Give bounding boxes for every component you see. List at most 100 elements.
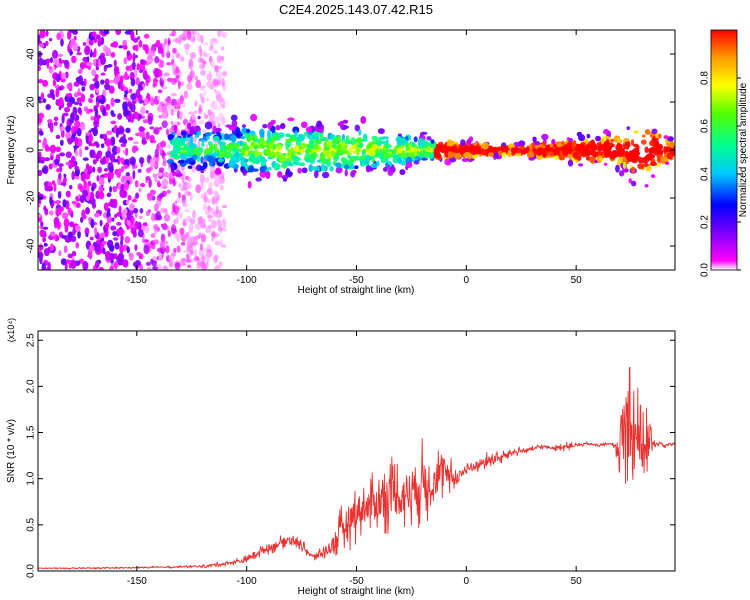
- noise-speckle: [90, 115, 94, 121]
- noise-speckle: [170, 92, 177, 97]
- noise-speckle: [145, 261, 152, 266]
- noise-speckle: [167, 230, 172, 238]
- noise-speckle: [95, 65, 99, 71]
- noise-speckle: [116, 146, 121, 154]
- noise-speckle: [167, 40, 171, 45]
- noise-speckle: [92, 166, 96, 173]
- noise-speckle: [175, 74, 180, 79]
- noise-speckle: [132, 37, 139, 43]
- signal-blob: [378, 140, 383, 145]
- noise-speckle: [110, 136, 116, 146]
- signal-blob: [631, 166, 636, 174]
- noise-speckle: [127, 194, 132, 201]
- noise-speckle: [163, 72, 170, 77]
- noise-speckle: [90, 218, 95, 229]
- noise-speckle: [132, 52, 136, 63]
- noise-speckle: [88, 133, 93, 143]
- signal-blob: [240, 135, 246, 140]
- noise-speckle: [212, 103, 218, 110]
- signal-blob: [207, 141, 213, 146]
- noise-speckle: [218, 65, 223, 70]
- noise-speckle: [104, 78, 110, 85]
- signal-blob: [232, 146, 238, 151]
- noise-speckle: [88, 97, 93, 104]
- noise-speckle: [120, 143, 127, 148]
- noise-speckle: [176, 121, 181, 126]
- noise-speckle: [156, 172, 163, 177]
- noise-speckle: [69, 41, 73, 49]
- noise-speckle: [132, 230, 137, 238]
- noise-speckle: [42, 98, 47, 103]
- noise-speckle: [113, 59, 117, 67]
- noise-speckle: [85, 233, 89, 238]
- signal-blob: [247, 165, 255, 173]
- noise-speckle: [137, 168, 142, 173]
- noise-speckle: [186, 182, 193, 190]
- noise-speckle: [161, 185, 168, 189]
- noise-speckle: [84, 227, 90, 236]
- signal-blob: [313, 170, 319, 179]
- noise-speckle: [42, 137, 47, 147]
- signal-blob: [668, 153, 672, 159]
- signal-blob: [283, 178, 287, 182]
- signal-blob: [658, 133, 662, 139]
- noise-speckle: [210, 103, 214, 108]
- noise-speckle: [70, 112, 75, 122]
- signal-blob: [645, 165, 652, 172]
- signal-blob: [211, 160, 216, 167]
- signal-blob: [259, 137, 265, 142]
- noise-speckle: [206, 81, 212, 88]
- signal-blob: [267, 166, 272, 171]
- noise-speckle: [170, 224, 177, 234]
- signal-blob: [429, 141, 437, 149]
- noise-speckle: [93, 37, 98, 44]
- noise-speckle: [88, 38, 94, 46]
- noise-speckle: [109, 252, 115, 261]
- noise-speckle: [139, 107, 146, 116]
- noise-speckle: [156, 95, 161, 101]
- noise-speckle: [136, 63, 140, 71]
- noise-speckle: [192, 209, 196, 219]
- signal-blob: [519, 145, 525, 151]
- colorbar-tick-label: 0.0: [700, 263, 711, 277]
- noise-speckle: [168, 259, 174, 268]
- noise-speckle: [212, 50, 218, 54]
- noise-speckle: [48, 163, 53, 170]
- noise-speckle: [135, 88, 141, 98]
- signal-blob: [362, 133, 368, 140]
- noise-speckle: [54, 158, 60, 165]
- noise-speckle: [72, 227, 76, 236]
- noise-speckle: [161, 150, 166, 160]
- signal-blob: [200, 139, 206, 143]
- signal-blob: [351, 169, 357, 174]
- signal-blob: [287, 163, 294, 167]
- signal-blob: [666, 141, 671, 148]
- signal-blob: [568, 138, 574, 143]
- noise-speckle: [63, 173, 67, 178]
- noise-speckle: [153, 239, 159, 245]
- signal-blob: [649, 147, 655, 154]
- noise-speckle: [203, 177, 210, 183]
- noise-speckle: [105, 103, 111, 111]
- noise-speckle: [117, 113, 123, 120]
- noise-speckle: [49, 196, 53, 205]
- signal-blob: [599, 157, 604, 161]
- signal-blob: [352, 150, 358, 154]
- noise-speckle: [189, 194, 193, 202]
- signal-blob: [541, 133, 549, 140]
- noise-speckle: [78, 102, 83, 107]
- noise-speckle: [172, 78, 179, 83]
- noise-speckle: [100, 79, 105, 85]
- noise-speckle: [114, 213, 118, 219]
- noise-speckle: [220, 46, 225, 51]
- signal-blob: [622, 156, 627, 165]
- noise-speckle: [108, 244, 115, 252]
- signal-blob: [371, 143, 378, 151]
- noise-speckle: [39, 30, 46, 39]
- signal-blob: [204, 121, 213, 130]
- noise-speckle: [205, 97, 210, 102]
- noise-speckle: [144, 224, 150, 234]
- noise-speckle: [76, 92, 83, 96]
- noise-speckle: [198, 247, 205, 257]
- noise-speckle: [147, 209, 151, 213]
